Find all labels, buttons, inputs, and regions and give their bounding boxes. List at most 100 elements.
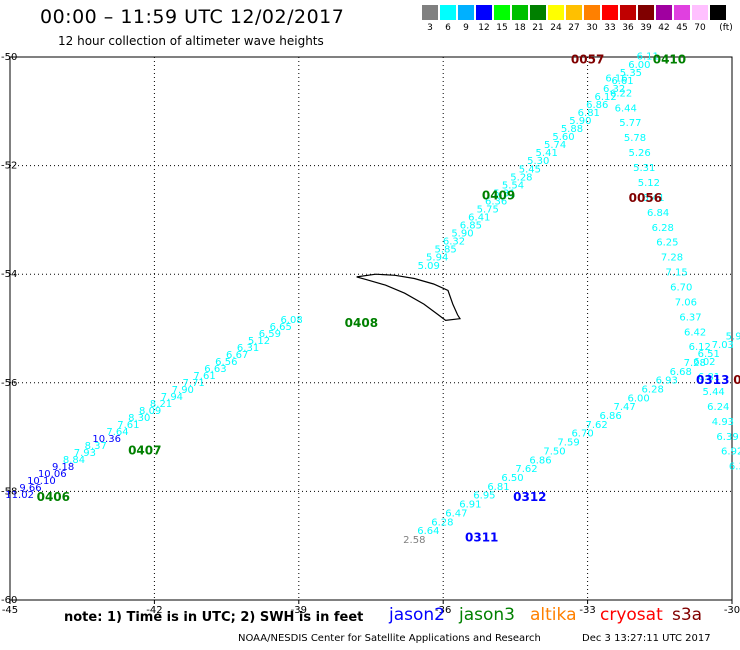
lat-tick-label: -50 xyxy=(1,52,17,63)
swh-value: 7.50 xyxy=(543,446,565,457)
scale-label: 42 xyxy=(658,23,670,33)
scale-swatch xyxy=(656,5,672,20)
track-time-label: 0313 xyxy=(696,373,729,387)
swh-value: 6.56 xyxy=(215,357,237,368)
scale-label: 9 xyxy=(463,23,469,33)
swh-value: 6.42 xyxy=(684,327,706,338)
track-time-label: 0407 xyxy=(128,444,161,458)
swh-value: 6.81 xyxy=(578,108,600,119)
scale-swatch xyxy=(476,5,492,20)
swh-value: 6.31 xyxy=(237,343,259,354)
swh-value: 6.64 xyxy=(417,526,439,537)
swh-value: 6.41 xyxy=(468,213,490,224)
lat-tick-label: -60 xyxy=(1,595,17,606)
track-time-label: 0406 xyxy=(37,490,70,504)
scale-label: 33 xyxy=(604,23,616,33)
swh-value: 6.91 xyxy=(459,500,481,511)
scale-label: 39 xyxy=(640,23,652,33)
scale-label: 36 xyxy=(622,23,634,33)
island-coastline xyxy=(356,273,462,322)
swh-value: 7.59 xyxy=(557,438,579,449)
scale-swatch xyxy=(692,5,708,20)
swh-value: 5.35 xyxy=(620,68,642,79)
swh-value: 7.28 xyxy=(661,253,683,264)
swh-value: 7.62 xyxy=(515,464,537,475)
scale-label: 12 xyxy=(478,23,490,33)
swh-value: 5.09 xyxy=(418,261,440,272)
swh-value: 5.45 xyxy=(519,164,541,175)
legend-note: note: 1) Time is in UTC; 2) SWH is in fe… xyxy=(64,610,364,625)
swh-value: 6.28 xyxy=(652,223,674,234)
swh-value: 6.32 xyxy=(603,84,625,95)
swh-value: 6.61 xyxy=(611,76,633,87)
swh-value: 5.92 xyxy=(726,331,740,342)
swh-value: 6.70 xyxy=(670,282,692,293)
scale-unit: (ft) xyxy=(719,23,733,33)
lat-tick-label: -54 xyxy=(1,269,17,280)
scale-label: 30 xyxy=(586,23,598,33)
swh-value: 6.86 xyxy=(586,100,608,111)
track-time-label: 0057 xyxy=(571,53,604,67)
lon-tick-label: -30 xyxy=(724,605,740,616)
swh-value: 5.78 xyxy=(624,133,646,144)
lon-tick-label: -36 xyxy=(435,605,451,616)
swh-value: 6.44 xyxy=(615,103,637,114)
swh-value: 5.44 xyxy=(703,387,725,398)
scale-label: 27 xyxy=(568,23,580,33)
swh-value: 7.03 xyxy=(712,340,734,351)
scale-swatch xyxy=(458,5,474,20)
track-time-label: 0312 xyxy=(513,490,546,504)
swh-value: 6.86 xyxy=(599,411,621,422)
swh-value: 7.90 xyxy=(172,385,194,396)
scale-swatch xyxy=(548,5,564,20)
lon-tick-label: -42 xyxy=(146,605,162,616)
scale-swatch xyxy=(674,5,690,20)
swh-value: 8.21 xyxy=(150,399,172,410)
swh-value: 5.60 xyxy=(552,132,574,143)
scale-label: 70 xyxy=(694,23,706,33)
track-time-label: 0311 xyxy=(465,531,498,545)
swh-value: 7.64 xyxy=(106,427,128,438)
swh-value: 5.28 xyxy=(510,172,532,183)
scale-label: 3 xyxy=(427,23,433,33)
swh-value: 8.84 xyxy=(63,455,85,466)
swh-value: 4.93 xyxy=(712,417,734,428)
scale-swatch xyxy=(584,5,600,20)
scale-swatch xyxy=(494,5,510,20)
swh-value: 5.31 xyxy=(633,163,655,174)
swh-value: 2.58 xyxy=(403,535,425,546)
swh-value: 5.31 xyxy=(493,188,515,199)
page-subtitle: 12 hour collection of altimeter wave hei… xyxy=(58,34,324,48)
satellite-jason2: jason2 xyxy=(389,605,445,625)
swh-value: 6.81 xyxy=(698,372,720,383)
swh-value: 8.09 xyxy=(139,406,161,417)
swh-value: 6.24 xyxy=(707,402,729,413)
swh-value: 5.75 xyxy=(477,204,499,215)
swh-value: 6.84 xyxy=(647,208,669,219)
swh-value: 6.22 xyxy=(610,88,632,99)
swh-value: 9.66 xyxy=(19,483,41,494)
swh-value: 6.25 xyxy=(656,238,678,249)
swh-value: 5.90 xyxy=(569,116,591,127)
satellite-jason3: jason3 xyxy=(459,605,515,625)
track-time-label: 0409 xyxy=(482,188,515,202)
footer-credit: NOAA/NESDIS Center for Satellite Applica… xyxy=(238,633,541,644)
scale-swatch xyxy=(566,5,582,20)
swh-value: 10.06 xyxy=(38,469,67,480)
track-time-label: 0410 xyxy=(653,53,686,67)
swh-value: 6.92 xyxy=(721,447,740,458)
scale-swatch xyxy=(638,5,654,20)
swh-value: 7.61 xyxy=(193,371,215,382)
swh-value: 7.71 xyxy=(183,378,205,389)
swh-value: 6.93 xyxy=(656,376,678,387)
swh-value: 6.08 xyxy=(280,315,302,326)
satellite-cryosat: cryosat xyxy=(600,605,663,625)
lat-tick-label: -58 xyxy=(1,486,17,497)
lon-tick-label: -45 xyxy=(2,605,18,616)
swh-value: 6.00 xyxy=(628,393,650,404)
swh-value: 7.47 xyxy=(614,402,636,413)
scale-label: 6 xyxy=(445,23,451,33)
satellite-altika: altika xyxy=(530,605,577,625)
